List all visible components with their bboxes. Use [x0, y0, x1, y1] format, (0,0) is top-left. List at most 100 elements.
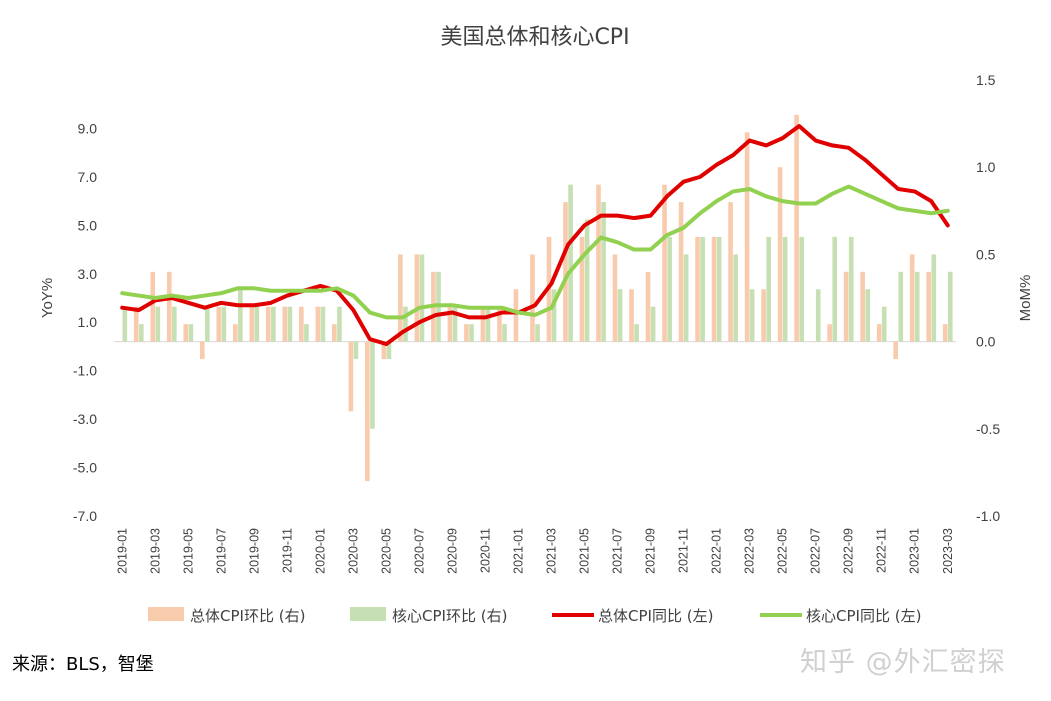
- headline-mom-bar: [381, 341, 387, 360]
- core-mom-bar: [848, 236, 854, 342]
- x-tick-label: 2020-03: [346, 528, 360, 574]
- core-mom-bar: [370, 341, 375, 429]
- core-mom-bar: [733, 254, 738, 342]
- y-left-tick-label: -3.0: [73, 411, 97, 427]
- headline-mom-bar: [629, 289, 634, 342]
- x-tick-label: 2019-09: [247, 528, 261, 574]
- y-axis-left: 9.0 7.0 5.0 3.0 1.0 -1.0 -3.0 -5.0 -7.0: [73, 120, 97, 524]
- core-yoy-line: [120, 184, 950, 320]
- headline-mom-bar: [744, 132, 750, 342]
- core-mom-bar: [931, 254, 937, 342]
- core-mom-bar: [320, 306, 326, 342]
- core-mom-bar: [683, 254, 689, 342]
- core-mom-bar: [914, 271, 920, 342]
- core-mom-bar: [601, 202, 606, 342]
- watermark: 知乎 @外汇密探: [800, 647, 1006, 678]
- x-tick-label: 2020-07: [412, 528, 426, 574]
- core-mom-bar: [122, 306, 128, 342]
- headline-mom-bar: [199, 341, 205, 360]
- core-mom-bar: [502, 324, 507, 342]
- core-mom-bar: [617, 289, 623, 342]
- core-mom-bar: [287, 306, 293, 342]
- core-mom-bar: [716, 236, 722, 342]
- core-mom-bar: [188, 324, 194, 342]
- core-mom-bar: [271, 306, 276, 342]
- headline-mom-bar: [563, 202, 568, 342]
- x-tick-label: 2021-01: [511, 528, 525, 574]
- x-tick-label: 2022-07: [809, 528, 823, 574]
- y-left-tick-label: 5.0: [78, 217, 98, 233]
- legend-label: 核心CPI环比 (右): [392, 607, 507, 625]
- headline-mom-bar: [612, 254, 618, 342]
- headline-mom-bar: [232, 324, 238, 342]
- headline-mom-bar: [810, 341, 816, 343]
- headline-mom-bar: [464, 324, 469, 342]
- headline-mom-bar: [678, 202, 684, 342]
- core-mom-bar: [865, 289, 871, 342]
- core-mom-bar: [947, 271, 953, 342]
- headline-mom-bar: [579, 236, 585, 342]
- x-tick-label: 2021-05: [578, 528, 592, 574]
- source-note: 来源：BLS，智堡: [12, 654, 154, 675]
- headline-mom-bar: [926, 271, 931, 342]
- x-tick-label: 2023-01: [908, 528, 922, 574]
- headline-mom-bar: [909, 254, 915, 342]
- headline-mom-bar: [299, 306, 304, 342]
- core-mom-bar: [403, 306, 408, 342]
- legend-label: 总体CPI环比 (右): [190, 607, 305, 625]
- headline-mom-bar: [728, 202, 733, 342]
- core-mom-bar: [634, 324, 639, 342]
- core-mom-bar: [535, 324, 540, 342]
- headline-mom-bar: [497, 306, 502, 342]
- legend: 总体CPI环比 (右) 核心CPI环比 (右) 总体CPI同比 (左) 核心CPI同比…: [148, 607, 921, 625]
- core-mom-bar: [898, 271, 904, 342]
- core-mom-bar: [337, 306, 342, 342]
- core-mom-bar: [254, 306, 260, 342]
- headline-mom-bar: [183, 324, 189, 342]
- headline-mom-bar: [398, 254, 403, 342]
- headline-mom-bar: [942, 324, 948, 342]
- bar-series-group: [117, 114, 953, 482]
- x-tick-label: 2021-07: [611, 528, 625, 574]
- core-mom-bar: [551, 289, 557, 342]
- headline-mom-bar: [843, 271, 849, 342]
- headline-mom-bar: [513, 289, 519, 342]
- core-mom-bar: [304, 324, 309, 342]
- headline-mom-bar: [133, 306, 139, 342]
- x-tick-label: 2021-09: [644, 528, 658, 574]
- core-mom-bar: [221, 306, 227, 342]
- core-mom-bar: [386, 341, 392, 360]
- headline-mom-bar: [794, 114, 799, 342]
- x-tick-label: 2022-03: [743, 528, 757, 574]
- legend-label: 总体CPI同比 (左): [598, 607, 713, 625]
- headline-mom-bar: [414, 254, 420, 342]
- core-mom-bar: [518, 341, 524, 343]
- core-mom-bar: [139, 324, 144, 342]
- headline-mom-bar: [117, 341, 123, 343]
- y-right-tick-label: 0.5: [976, 246, 996, 262]
- headline-mom-bar: [447, 306, 453, 342]
- y-axis-left-label: YoY%: [39, 278, 56, 318]
- x-tick-label: 2020-05: [379, 528, 393, 574]
- headline-mom-bar: [216, 306, 222, 342]
- headline-mom-bar: [761, 289, 766, 342]
- core-mom-bar: [832, 236, 838, 342]
- y-left-tick-label: 9.0: [78, 120, 98, 136]
- x-axis: 2019-01 2019-03 2019-05 2019-07 2019-09 2019-…: [115, 528, 955, 574]
- core-mom-bar: [650, 306, 656, 342]
- headline-mom-bar: [893, 341, 898, 360]
- core-mom-bar: [485, 306, 491, 342]
- legend-item: 总体CPI同比 (左): [552, 607, 713, 625]
- core-mom-bar: [568, 184, 573, 342]
- core-mom-bar: [353, 341, 359, 360]
- headline-mom-bar: [596, 184, 601, 342]
- headline-mom-bar: [530, 254, 535, 342]
- y-right-tick-label: 1.5: [976, 72, 996, 88]
- core-mom-bar: [782, 236, 788, 342]
- legend-item: 总体CPI环比 (右): [148, 607, 305, 625]
- core-mom-bar: [469, 324, 474, 342]
- core-mom-bar: [799, 236, 805, 342]
- x-tick-label: 2021-11: [677, 528, 691, 573]
- headline-mom-bar: [876, 324, 882, 342]
